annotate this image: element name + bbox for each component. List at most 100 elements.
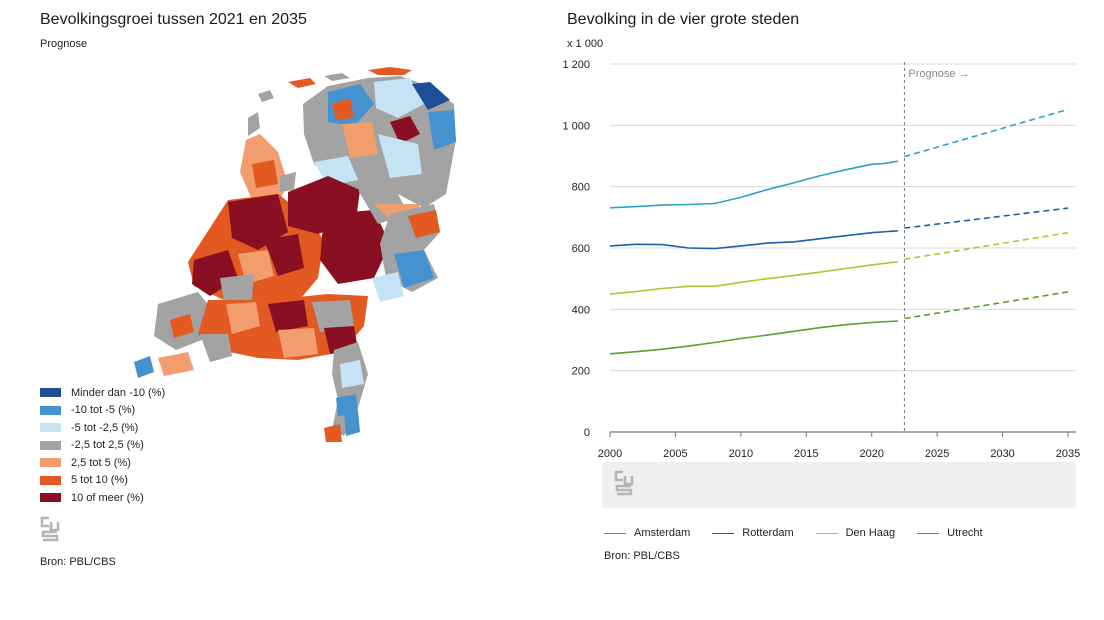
legend-swatch bbox=[40, 388, 61, 398]
map-source: Bron: PBL/CBS bbox=[40, 556, 116, 568]
legend-swatch bbox=[40, 458, 61, 468]
map-region bbox=[288, 78, 316, 88]
map-region bbox=[340, 360, 364, 388]
legend-label: -5 tot -2,5 (%) bbox=[71, 421, 139, 434]
legend-label: 2,5 tot 5 (%) bbox=[71, 456, 131, 469]
map-region bbox=[170, 314, 194, 338]
series-line bbox=[609, 261, 898, 295]
map-region bbox=[252, 160, 278, 188]
map-region bbox=[320, 210, 390, 284]
series-lines bbox=[609, 108, 1069, 355]
legend-swatch bbox=[40, 475, 61, 485]
map-region bbox=[220, 274, 254, 302]
line-legend-item: Den Haag bbox=[815, 527, 896, 539]
map-region bbox=[134, 356, 154, 378]
map-region bbox=[324, 73, 350, 81]
line-legend-label: Den Haag bbox=[845, 527, 896, 539]
line-legend-item: Amsterdam bbox=[604, 527, 690, 539]
line-legend-swatch bbox=[815, 532, 838, 534]
map-region bbox=[428, 110, 456, 150]
population-growth-map bbox=[134, 67, 456, 442]
x-tick-label: 2015 bbox=[794, 448, 818, 460]
map-region bbox=[368, 67, 412, 75]
y-axis-labels: 0 200 400 600 800 1 000 1 200 bbox=[562, 59, 590, 439]
map-region bbox=[226, 302, 260, 334]
map-region bbox=[324, 424, 342, 442]
x-axis-labels: 2000 2005 2010 2015 2020 2025 2030 2035 bbox=[598, 448, 1080, 460]
legend-item: 5 tot 10 (%) bbox=[40, 472, 165, 490]
chart-cbs-logo-icon bbox=[614, 470, 634, 496]
series-line bbox=[609, 160, 899, 209]
legend-item: 2,5 tot 5 (%) bbox=[40, 454, 165, 472]
series-forecast-line bbox=[904, 291, 1069, 320]
map-title: Bevolkingsgroei tussen 2021 en 2035 bbox=[40, 11, 307, 28]
map-region bbox=[408, 210, 440, 238]
x-tick-label: 2030 bbox=[990, 448, 1014, 460]
line-legend: Amsterdam Rotterdam Den Haag Utrecht bbox=[604, 527, 1005, 539]
legend-label: -10 tot -5 (%) bbox=[71, 404, 136, 417]
x-tick-label: 2020 bbox=[859, 448, 883, 460]
map-region bbox=[420, 168, 446, 196]
map-region bbox=[264, 234, 304, 276]
line-legend-label: Amsterdam bbox=[634, 527, 691, 539]
x-tick-label: 2035 bbox=[1056, 448, 1080, 460]
map-legend: Minder dan -10 (%) -10 tot -5 (%) -5 tot… bbox=[40, 384, 165, 507]
map-region bbox=[390, 116, 420, 144]
legend-item: -5 tot -2,5 (%) bbox=[40, 419, 165, 437]
map-region bbox=[258, 90, 274, 102]
legend-item: -2,5 tot 2,5 (%) bbox=[40, 437, 165, 455]
legend-swatch bbox=[40, 440, 61, 450]
map-region bbox=[394, 250, 434, 288]
line-legend-swatch bbox=[917, 532, 940, 534]
legend-label: 10 of meer (%) bbox=[71, 491, 144, 504]
x-tick-label: 2005 bbox=[663, 448, 687, 460]
y-tick-label: 400 bbox=[572, 304, 590, 316]
map-region bbox=[412, 82, 450, 110]
y-tick-label: 1 200 bbox=[562, 59, 590, 71]
legend-item: -10 tot -5 (%) bbox=[40, 402, 165, 420]
map-region bbox=[248, 112, 260, 136]
series-forecast-line bbox=[904, 108, 1069, 158]
series-forecast-line bbox=[904, 207, 1069, 229]
legend-swatch bbox=[40, 423, 61, 433]
line-legend-item: Rotterdam bbox=[712, 527, 794, 539]
line-chart: 0 200 400 600 800 1 000 1 200 2000 2005 2010 2015… bbox=[562, 59, 1080, 508]
y-axis-unit: x 1 000 bbox=[567, 38, 604, 50]
map-region bbox=[200, 334, 232, 362]
legend-label: Minder dan -10 (%) bbox=[71, 386, 166, 399]
map-region bbox=[332, 98, 354, 120]
series-line bbox=[609, 230, 898, 250]
map-region bbox=[158, 352, 194, 376]
map-region bbox=[374, 78, 424, 118]
y-tick-label: 200 bbox=[572, 366, 590, 378]
x-tick-label: 2000 bbox=[598, 448, 622, 460]
legend-swatch bbox=[40, 493, 61, 503]
map-region bbox=[344, 410, 360, 436]
cbs-logo-icon bbox=[40, 516, 60, 542]
map-region bbox=[312, 300, 354, 332]
legend-swatch bbox=[40, 405, 61, 415]
line-legend-swatch bbox=[604, 532, 626, 534]
map-region bbox=[342, 122, 378, 158]
legend-item: 10 of meer (%) bbox=[40, 489, 165, 507]
y-tick-label: 1 000 bbox=[562, 120, 590, 132]
map-region bbox=[278, 328, 318, 358]
forecast-label: Prognose → bbox=[908, 68, 969, 80]
chart-source: Bron: PBL/CBS bbox=[604, 550, 680, 562]
line-legend-label: Rotterdam bbox=[742, 527, 794, 539]
map-region bbox=[268, 300, 308, 332]
x-tick-label: 2010 bbox=[729, 448, 753, 460]
series-forecast-line bbox=[904, 231, 1069, 261]
line-legend-swatch bbox=[712, 532, 735, 534]
y-tick-label: 800 bbox=[572, 182, 590, 194]
series-line bbox=[609, 320, 898, 355]
grid bbox=[609, 63, 1076, 437]
line-legend-item: Utrecht bbox=[917, 527, 983, 539]
legend-label: -2,5 tot 2,5 (%) bbox=[71, 439, 144, 452]
map-subtitle: Prognose bbox=[40, 38, 88, 50]
legend-item: Minder dan -10 (%) bbox=[40, 384, 165, 402]
y-tick-label: 0 bbox=[584, 427, 590, 439]
map-region bbox=[280, 172, 296, 192]
map-region bbox=[372, 272, 404, 302]
legend-label: 5 tot 10 (%) bbox=[71, 474, 128, 487]
